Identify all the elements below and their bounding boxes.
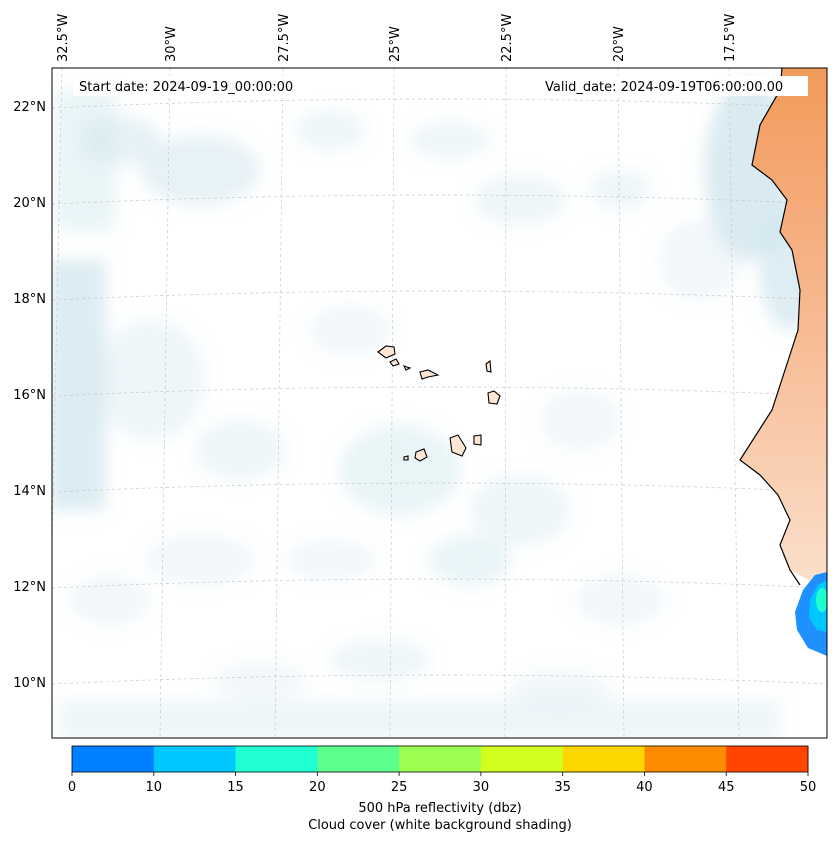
cloud-cover-shading	[52, 80, 820, 738]
colorbar-segment	[317, 746, 400, 772]
colorbar-tick-label: 10	[146, 780, 163, 795]
lat-label: 18°N	[13, 292, 46, 307]
colorbar-frame	[71, 745, 809, 773]
west-africa-landmass	[740, 68, 827, 590]
lon-label: 27.5°W	[277, 14, 292, 62]
colorbar	[72, 746, 809, 772]
graticule	[52, 68, 827, 738]
colorbar-tick-label: 30	[473, 780, 490, 795]
latitude-labels: 22°N 20°N 18°N 16°N 14°N 12°N 10°N	[13, 100, 46, 691]
valid-date-box	[540, 76, 808, 96]
colorbar-segment	[153, 746, 237, 772]
colorbar-tick-label: 25	[391, 780, 408, 795]
colorbar-segment	[480, 746, 564, 772]
reflectivity-cell	[795, 572, 827, 656]
colorbar-segment	[726, 746, 809, 772]
lon-label: 32.5°W	[56, 14, 71, 62]
colorbar-segment	[235, 746, 318, 772]
colorbar-tick-label: 0	[68, 780, 76, 795]
colorbar-segment	[399, 746, 482, 772]
cape-verde-islands	[377, 345, 501, 462]
map-frame	[51, 67, 828, 739]
longitude-labels: 32.5°W 30°W 27.5°W 25°W 22.5°W 20°W 17.5…	[56, 14, 738, 62]
colorbar-tick-label: 45	[718, 780, 735, 795]
colorbar-segment	[562, 746, 645, 772]
lat-label: 10°N	[13, 676, 46, 691]
lon-label: 17.5°W	[723, 14, 738, 62]
lon-label: 22.5°W	[500, 14, 515, 62]
start-date-label: Start date: 2024-09-19_00:00:00	[79, 80, 293, 95]
colorbar-tick-label: 15	[227, 780, 244, 795]
lat-label: 16°N	[13, 388, 46, 403]
colorbar-tick-label: 35	[554, 780, 571, 795]
start-date-box	[73, 76, 313, 96]
lon-label: 25°W	[388, 26, 403, 62]
colorbar-ticks: 0 10 15 20 25 30 35 40 45 50	[68, 772, 816, 795]
lat-label: 22°N	[13, 100, 46, 115]
valid-date-label: Valid_date: 2024-09-19T06:00:00.00	[545, 80, 783, 95]
colorbar-tick-label: 40	[636, 780, 653, 795]
colorbar-segment	[644, 746, 727, 772]
colorbar-segment	[72, 746, 155, 772]
lon-label: 30°W	[164, 26, 179, 62]
colorbar-tick-label: 50	[800, 780, 817, 795]
lat-label: 14°N	[13, 484, 46, 499]
colorbar-sublabel: Cloud cover (white background shading)	[308, 818, 572, 833]
colorbar-tick-label: 20	[309, 780, 326, 795]
lon-label: 20°W	[612, 26, 627, 62]
map-area: Start date: 2024-09-19_00:00:00 Valid_da…	[52, 68, 827, 738]
lat-label: 20°N	[13, 196, 46, 211]
colorbar-label: 500 hPa reflectivity (dbz)	[358, 801, 522, 816]
lat-label: 12°N	[13, 580, 46, 595]
west-africa-coastline	[739, 68, 801, 586]
